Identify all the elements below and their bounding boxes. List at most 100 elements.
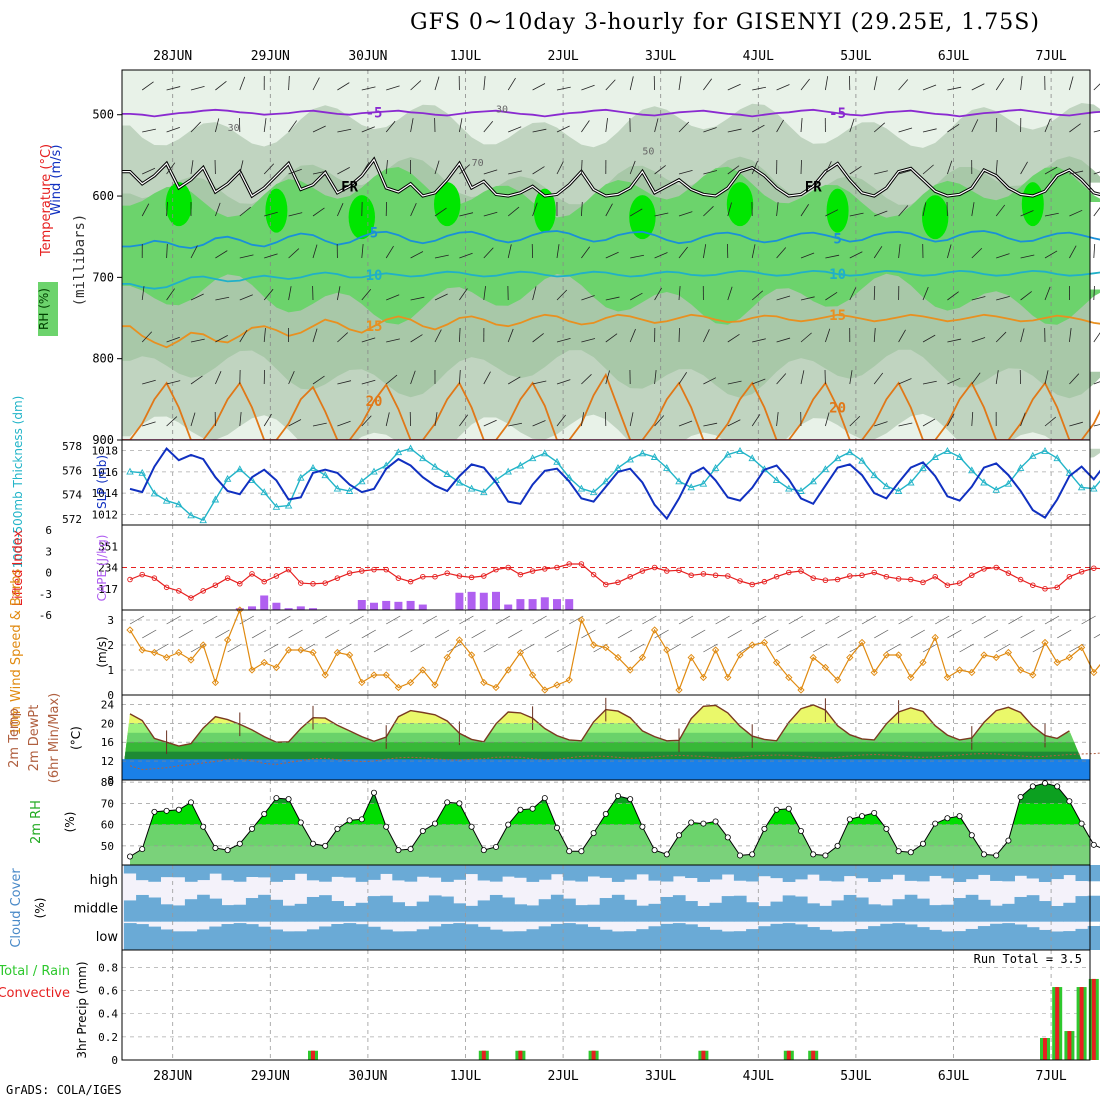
thickness-point bbox=[541, 449, 549, 457]
run-total-label: Run Total = 3.5 bbox=[974, 952, 1082, 966]
wind-barb bbox=[678, 286, 681, 301]
rh-point bbox=[480, 847, 487, 854]
lifted-index-point bbox=[420, 573, 426, 580]
wind-barb bbox=[629, 160, 636, 175]
isotherm-label: FR bbox=[805, 179, 822, 195]
cloud-cell bbox=[258, 865, 271, 878]
wind-barb bbox=[935, 615, 950, 625]
wind-barb bbox=[691, 629, 706, 639]
rh-point bbox=[627, 796, 634, 803]
wind-barb bbox=[752, 378, 766, 385]
wind-barb bbox=[776, 373, 787, 385]
total-rain-label: Total / Rain bbox=[0, 964, 70, 979]
wind-barb bbox=[532, 615, 547, 625]
wind-barb bbox=[239, 294, 253, 301]
lifted-index-point bbox=[981, 566, 987, 572]
wind-speed-point bbox=[467, 651, 476, 659]
wind-speed-point bbox=[150, 648, 159, 657]
isotherm-label: 5 bbox=[370, 226, 378, 242]
temp-tick-label: 20 bbox=[101, 717, 114, 730]
cloud-cell bbox=[1075, 896, 1089, 922]
cloud-cell bbox=[587, 926, 601, 950]
wind-barb bbox=[996, 643, 1011, 653]
wind-barb bbox=[605, 118, 608, 133]
wind-barb bbox=[483, 643, 498, 653]
cloud-cell bbox=[758, 906, 771, 922]
wind-speed-point bbox=[638, 653, 647, 662]
slp-axis-label: SLP (mb) bbox=[95, 455, 109, 509]
cloud-cell bbox=[648, 865, 662, 881]
rh-legend-label: RH (%) bbox=[37, 288, 51, 330]
thickness-point bbox=[589, 488, 598, 496]
wind-barb bbox=[995, 204, 1006, 217]
thickness-tick-label: 578 bbox=[62, 440, 82, 453]
day-label-bottom: 29JUN bbox=[251, 1069, 290, 1084]
wind-barb bbox=[898, 378, 912, 385]
wind-barb bbox=[215, 371, 222, 385]
cloud-cell bbox=[514, 931, 527, 950]
wind-barb bbox=[434, 293, 448, 301]
wind-barb bbox=[703, 78, 713, 91]
wind-speed-point bbox=[736, 651, 744, 659]
cloud-cell bbox=[319, 895, 332, 922]
cloud-cell bbox=[977, 926, 991, 950]
wind-barb bbox=[459, 164, 471, 175]
wind-barb bbox=[617, 629, 633, 639]
wind-barb bbox=[190, 160, 194, 175]
lifted-index-point bbox=[712, 572, 719, 579]
wind-tick-label: 0 bbox=[107, 689, 114, 702]
rh-cell bbox=[726, 182, 754, 227]
wind-barb bbox=[556, 125, 570, 133]
wind-barb bbox=[483, 120, 494, 133]
cloud-cell bbox=[916, 865, 930, 882]
cloud-cell bbox=[282, 865, 296, 880]
wind-speed-point bbox=[382, 671, 390, 679]
wind-barb bbox=[971, 412, 974, 427]
wind-barb bbox=[288, 212, 303, 217]
wind-barb bbox=[386, 85, 400, 91]
wind-speed-point bbox=[1090, 668, 1098, 677]
thickness-line bbox=[129, 447, 1100, 521]
isotherm-label: FR bbox=[341, 179, 358, 195]
wind-barb bbox=[410, 251, 424, 259]
wind-barb bbox=[166, 380, 181, 385]
wind-barb bbox=[385, 120, 396, 133]
thickness-point bbox=[894, 487, 903, 494]
wind-barb bbox=[922, 334, 936, 343]
wind-barb bbox=[873, 285, 876, 301]
cloud-cell bbox=[648, 926, 662, 950]
cloud-cell bbox=[184, 931, 198, 950]
cloud-cell bbox=[794, 924, 808, 950]
lifted-index-point bbox=[505, 564, 511, 571]
wind-barb bbox=[288, 286, 292, 301]
cloud-cell bbox=[660, 865, 674, 882]
wind-barb bbox=[971, 119, 979, 133]
thickness-point bbox=[638, 449, 647, 457]
day-label-top: 4JUL bbox=[743, 49, 774, 64]
wind-speed-point bbox=[419, 666, 427, 674]
wind-barb bbox=[1069, 209, 1083, 217]
rh-point bbox=[761, 825, 768, 832]
wind-barb bbox=[630, 254, 645, 259]
wind-barb bbox=[312, 328, 318, 343]
slp-panel bbox=[122, 440, 1090, 525]
wind-barb bbox=[337, 643, 352, 653]
li-tick-label: 6 bbox=[45, 524, 52, 537]
lifted-index-point bbox=[127, 576, 133, 583]
wind-barb bbox=[898, 615, 913, 625]
rh-point bbox=[651, 847, 658, 854]
isotherm-10 bbox=[122, 269, 1100, 290]
cape-bar bbox=[284, 608, 293, 610]
wind-barb bbox=[337, 380, 352, 385]
wind-speed-point bbox=[675, 686, 683, 694]
wind-barb bbox=[483, 211, 498, 217]
cloud-cell bbox=[270, 865, 283, 882]
wind-barb bbox=[508, 422, 523, 427]
wind-barb bbox=[605, 203, 613, 217]
wind-barb bbox=[605, 251, 619, 259]
day-label-bottom: 3JUL bbox=[645, 1069, 676, 1084]
lifted-index-point bbox=[163, 584, 170, 591]
wind-barb bbox=[483, 419, 497, 427]
isotherm-label: 10 bbox=[366, 268, 383, 284]
wind-speed-point bbox=[309, 648, 317, 657]
